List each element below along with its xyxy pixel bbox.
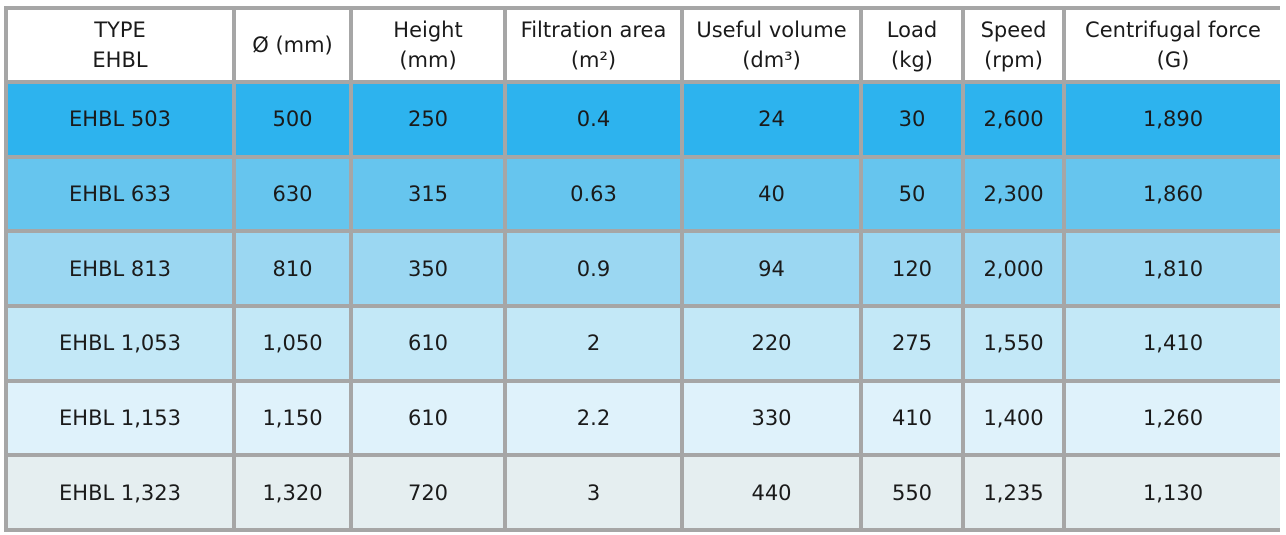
- cell-height: 350: [353, 233, 503, 304]
- cell-load: 50: [863, 158, 961, 230]
- cell-filtration-area: 0.63: [507, 158, 680, 230]
- cell-useful-volume: 94: [684, 233, 859, 304]
- cell-height: 250: [353, 84, 503, 155]
- cell-load: 410: [863, 382, 961, 454]
- table-row: EHBL 1,053 1,050 610 2 220 275 1,550 1,410: [8, 307, 1280, 379]
- cell-filtration-area: 2: [507, 307, 680, 379]
- header-filtration-area: Filtration area (m²): [507, 10, 680, 80]
- table-row: EHBL 813 810 350 0.9 94 120 2,000 1,810: [8, 233, 1280, 304]
- header-height: Height (mm): [353, 10, 503, 80]
- cell-height: 610: [353, 307, 503, 379]
- cell-speed: 2,000: [965, 233, 1062, 304]
- spec-table-container: TYPE EHBL Ø (mm) Height (mm) Filtration ar…: [4, 6, 1280, 532]
- cell-type: EHBL 1,323: [8, 457, 232, 528]
- cell-useful-volume: 40: [684, 158, 859, 230]
- cell-useful-volume: 220: [684, 307, 859, 379]
- cell-height: 610: [353, 382, 503, 454]
- cell-useful-volume: 440: [684, 457, 859, 528]
- cell-load: 550: [863, 457, 961, 528]
- cell-speed: 2,600: [965, 84, 1062, 155]
- cell-centrifugal-force: 1,810: [1066, 233, 1280, 304]
- table-row: EHBL 633 630 315 0.63 40 50 2,300 1,860: [8, 158, 1280, 230]
- cell-filtration-area: 3: [507, 457, 680, 528]
- cell-type: EHBL 503: [8, 84, 232, 155]
- cell-load: 275: [863, 307, 961, 379]
- cell-filtration-area: 0.9: [507, 233, 680, 304]
- header-centrifugal-force: Centrifugal force (G): [1066, 10, 1280, 80]
- cell-centrifugal-force: 1,260: [1066, 382, 1280, 454]
- cell-speed: 1,550: [965, 307, 1062, 379]
- cell-type: EHBL 1,153: [8, 382, 232, 454]
- cell-diameter: 1,150: [236, 382, 349, 454]
- table-row: EHBL 503 500 250 0.4 24 30 2,600 1,890: [8, 84, 1280, 155]
- cell-diameter: 500: [236, 84, 349, 155]
- cell-centrifugal-force: 1,890: [1066, 84, 1280, 155]
- table-row: EHBL 1,323 1,320 720 3 440 550 1,235 1,130: [8, 457, 1280, 528]
- header-speed: Speed (rpm): [965, 10, 1062, 80]
- cell-diameter: 1,320: [236, 457, 349, 528]
- header-load: Load (kg): [863, 10, 961, 80]
- cell-speed: 2,300: [965, 158, 1062, 230]
- cell-type: EHBL 813: [8, 233, 232, 304]
- cell-diameter: 810: [236, 233, 349, 304]
- cell-diameter: 1,050: [236, 307, 349, 379]
- cell-type: EHBL 633: [8, 158, 232, 230]
- table-body: EHBL 503 500 250 0.4 24 30 2,600 1,890 EHBL 633 6…: [8, 84, 1280, 528]
- header-diameter: Ø (mm): [236, 10, 349, 80]
- cell-useful-volume: 24: [684, 84, 859, 155]
- header-row: TYPE EHBL Ø (mm) Height (mm) Filtration ar…: [8, 10, 1280, 80]
- cell-type: EHBL 1,053: [8, 307, 232, 379]
- cell-height: 720: [353, 457, 503, 528]
- cell-filtration-area: 0.4: [507, 84, 680, 155]
- cell-centrifugal-force: 1,860: [1066, 158, 1280, 230]
- cell-speed: 1,235: [965, 457, 1062, 528]
- spec-table: TYPE EHBL Ø (mm) Height (mm) Filtration ar…: [4, 6, 1284, 532]
- cell-centrifugal-force: 1,410: [1066, 307, 1280, 379]
- cell-speed: 1,400: [965, 382, 1062, 454]
- header-useful-volume: Useful volume (dm³): [684, 10, 859, 80]
- cell-load: 30: [863, 84, 961, 155]
- header-type: TYPE EHBL: [8, 10, 232, 80]
- table-row: EHBL 1,153 1,150 610 2.2 330 410 1,400 1,260: [8, 382, 1280, 454]
- cell-height: 315: [353, 158, 503, 230]
- cell-filtration-area: 2.2: [507, 382, 680, 454]
- cell-diameter: 630: [236, 158, 349, 230]
- cell-useful-volume: 330: [684, 382, 859, 454]
- cell-centrifugal-force: 1,130: [1066, 457, 1280, 528]
- cell-load: 120: [863, 233, 961, 304]
